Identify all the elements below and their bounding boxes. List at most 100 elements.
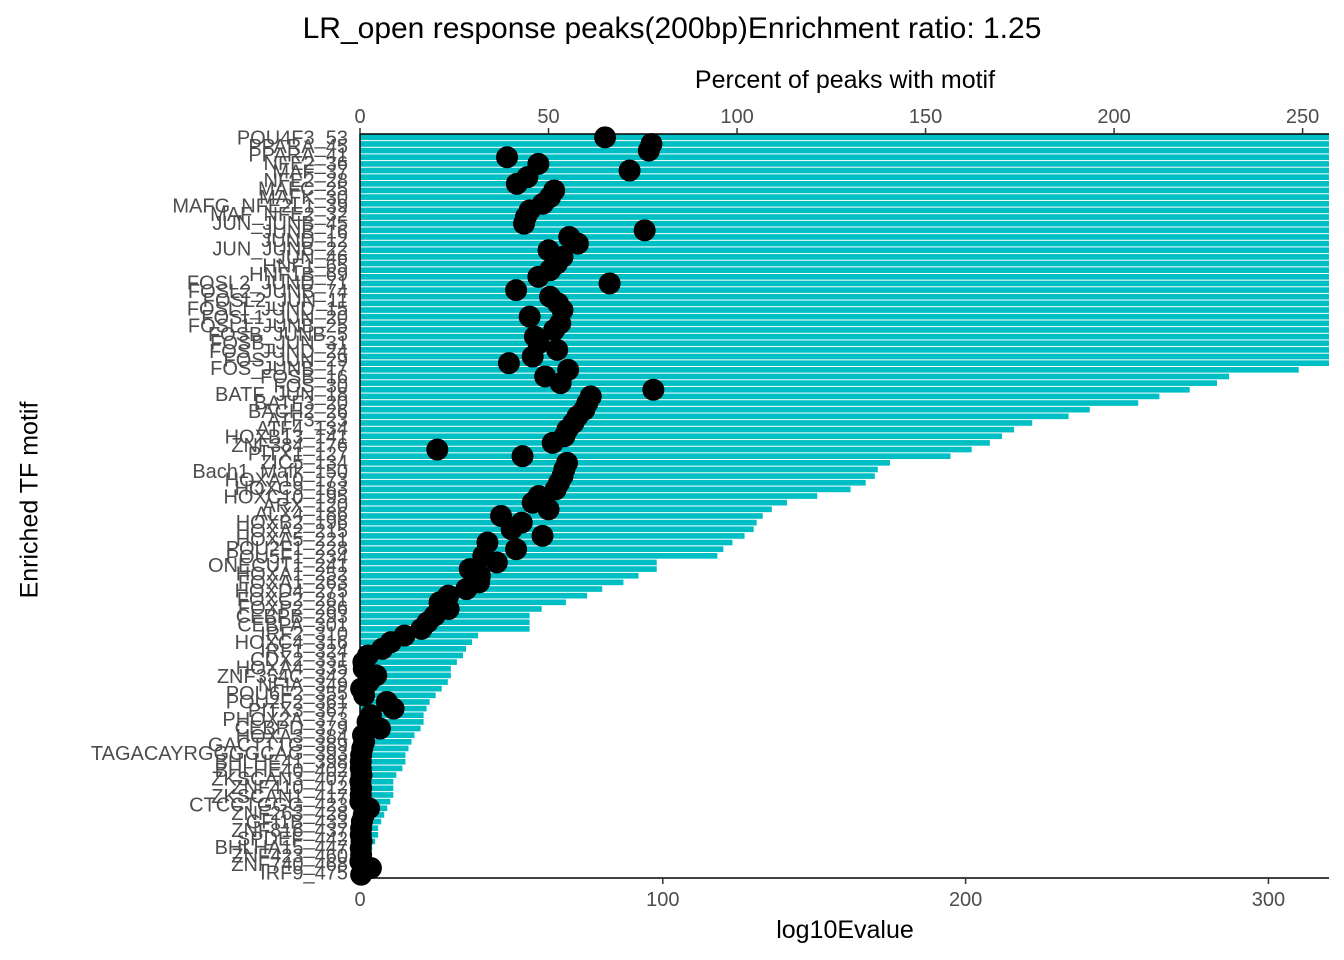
y-tick-label: CDX2_331 (250, 649, 348, 671)
bar (360, 400, 1139, 406)
point (541, 431, 564, 454)
bar (360, 466, 878, 473)
point (500, 518, 523, 541)
top-tick-label: 150 (909, 106, 942, 128)
bar (360, 752, 406, 758)
bar (360, 772, 397, 778)
bar (360, 506, 772, 513)
y-tick-label: BATF_JUN_18 (215, 384, 348, 406)
x-tick-label: 0 (354, 889, 365, 911)
bar (360, 386, 1190, 393)
bar (360, 367, 1299, 373)
y-tick-label: HOXD4_275 (235, 581, 348, 603)
bar (360, 473, 875, 479)
bar (360, 493, 818, 499)
point (511, 445, 534, 468)
point (496, 146, 519, 169)
y-tick-label: NFIA_349 (258, 675, 348, 697)
y-tick-label: NFE2_28 (264, 170, 349, 192)
y-tick-label: FOXA1_263 (238, 572, 348, 594)
point (546, 338, 569, 361)
bar (360, 572, 639, 579)
y-tick-label: FOSL2_JUNB_74 (188, 281, 348, 303)
bar (360, 147, 1329, 154)
bar (360, 380, 1217, 386)
bar (360, 486, 851, 493)
bar (360, 340, 1329, 347)
top-tick-label: 100 (720, 106, 753, 128)
y-tick-label: FOSB_16 (260, 367, 348, 389)
bar (360, 161, 1329, 167)
y-tick-label: ZNF263_428 (231, 803, 348, 825)
y-tick-label: BATF3_20 (254, 392, 348, 414)
y-tick-label: NFE2_36 (264, 153, 349, 175)
y-tick-label: HOXA4_335 (236, 657, 348, 679)
y-tick-label: FOS_JUND_24 (209, 341, 348, 363)
y-tick-label: FOSB_JUN_31 (210, 333, 348, 355)
bar (360, 333, 1329, 340)
y-tick-label: IRF9_475 (260, 863, 348, 885)
y-tick-label: IRF2_310 (260, 623, 348, 645)
y-tick-label: CEBPB_293 (236, 606, 348, 628)
point (518, 305, 541, 328)
y-tick-label: HOXC10_195 (223, 486, 348, 508)
point (618, 159, 641, 182)
bar (360, 692, 436, 699)
bar (360, 652, 463, 659)
y-tick-label: ONECUT1_241 (208, 555, 348, 577)
bar (360, 519, 757, 526)
point (594, 126, 617, 149)
point (513, 212, 536, 235)
point (566, 232, 589, 255)
y-tick-label: PPARA_45 (248, 136, 348, 158)
y-tick-label: HOXA10_173 (225, 469, 348, 491)
top-tick-label: 250 (1286, 106, 1319, 128)
point (353, 684, 376, 707)
point (543, 318, 566, 341)
y-tick-label: HOXA2_215 (236, 521, 348, 543)
point (544, 478, 567, 501)
bar (360, 639, 473, 645)
bar (360, 479, 866, 486)
point (505, 279, 528, 302)
point (426, 438, 449, 461)
bar (360, 685, 442, 692)
y-tick-label: CEBPD_379 (235, 717, 348, 739)
y-tick-label: Bach1_Mafk_150 (192, 461, 348, 483)
point (368, 717, 391, 740)
bar (360, 194, 1329, 200)
bar (360, 154, 1329, 161)
point (497, 352, 520, 375)
y-tick-label: TAGACAYRGGGGCAG_393 (91, 743, 348, 765)
y-tick-label: ZNF816_437 (231, 820, 348, 842)
y-tick-label: PPARA_41 (248, 144, 348, 166)
bar (360, 553, 718, 559)
y-tick-label: SPDEF_442 (237, 829, 348, 851)
bar (360, 174, 1329, 180)
bar (360, 785, 394, 792)
y-tick-label: MAF_37 (272, 161, 348, 183)
y-tick-label: FOSL1_JUND_15 (187, 298, 348, 320)
y-tick-label: FOS_JUNB_17 (210, 358, 348, 380)
bar (360, 134, 1329, 141)
point (410, 617, 433, 640)
bar (360, 240, 1329, 247)
point (382, 697, 405, 720)
y-tick-label: CEBPA_301 (237, 615, 348, 637)
y-tick-label: BHLHE41_398 (215, 752, 348, 774)
y-tick-label: ZNF423_460 (231, 846, 348, 868)
y-tick-label: POU4F3_53 (237, 127, 348, 149)
y-tick-label: JUND_12 (261, 230, 348, 252)
y-tick-label: HOXA5_221 (236, 529, 348, 551)
bar (360, 300, 1329, 307)
bar (360, 758, 406, 765)
bar (360, 254, 1329, 260)
bar (360, 778, 394, 785)
bar (360, 546, 724, 552)
y-tick-label: BACH2_26 (248, 401, 348, 423)
y-tick-label: FOS_JUN_29 (224, 350, 349, 372)
y-tick-label: JUN_JUNB_45 (212, 213, 348, 235)
bar (360, 393, 1160, 400)
